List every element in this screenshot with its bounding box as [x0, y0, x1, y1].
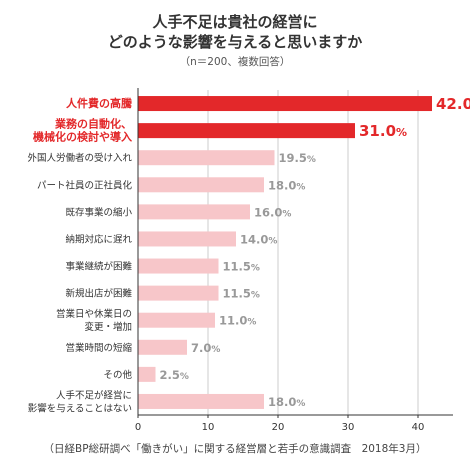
- data-label-value: 7.0: [191, 341, 211, 355]
- bar: [138, 96, 432, 112]
- chart-subtitle: （n＝200、複数回答）: [179, 56, 291, 68]
- source-note: （日経BP総研調べ「働きがい」に関する経営層と若手の意識調査 2018年3月）: [43, 443, 427, 455]
- data-label: 18.0%: [268, 395, 305, 409]
- x-tick-label: 0: [135, 422, 141, 433]
- data-label-unit: %: [268, 236, 277, 246]
- data-label-value: 31.0: [359, 122, 396, 140]
- chart-title: 人手不足は貴社の経営に どのような影響を与えると思いますか: [0, 12, 470, 52]
- category-label: 人手不足が経営に: [56, 389, 132, 401]
- data-label-value: 19.5: [279, 151, 307, 165]
- category-label: 既存事業の縮小: [65, 206, 132, 218]
- x-tick-label: 10: [202, 422, 215, 433]
- data-label: 19.5%: [279, 151, 316, 165]
- data-label: 31.0%: [359, 122, 407, 140]
- category-label: 営業時間の短縮: [65, 342, 132, 354]
- data-label: 2.5%: [160, 368, 189, 382]
- chart-title-line: 人手不足は貴社の経営に: [152, 13, 318, 31]
- category-label: 業務の自動化、: [54, 117, 132, 131]
- bar: [138, 150, 275, 166]
- data-label: 18.0%: [268, 178, 305, 192]
- data-label: 11.0%: [219, 314, 256, 328]
- category-label: その他: [103, 369, 132, 381]
- category-label: パート社員の正社員化: [37, 179, 133, 191]
- x-tick-label: 30: [342, 422, 355, 433]
- category-label: 外国人労働者の受け入れ: [27, 152, 132, 164]
- x-tick-label: 20: [272, 422, 285, 433]
- category-label: 営業日や休業日の: [56, 308, 132, 320]
- data-label-unit: %: [296, 182, 305, 192]
- bar: [138, 123, 355, 139]
- data-label-unit: %: [211, 345, 220, 355]
- data-label-value: 14.0: [240, 232, 268, 246]
- category-label: 納期対応に遅れ: [65, 233, 132, 245]
- bar: [138, 231, 236, 247]
- bar: [138, 339, 187, 355]
- category-label: 機械化の検討や導入: [33, 130, 132, 144]
- data-label-unit: %: [251, 264, 260, 274]
- bar: [138, 258, 219, 274]
- data-label-value: 18.0: [268, 178, 296, 192]
- x-tick-label: 40: [412, 422, 425, 433]
- data-label-value: 16.0: [254, 205, 282, 219]
- data-label-value: 11.0: [219, 314, 247, 328]
- data-label-value: 18.0: [268, 395, 296, 409]
- bar: [138, 366, 156, 382]
- data-label-unit: %: [251, 291, 260, 301]
- category-label: 新規出店が困難: [65, 288, 132, 300]
- bar: [138, 285, 219, 301]
- data-label: 11.5%: [223, 260, 260, 274]
- data-label: 7.0%: [191, 341, 220, 355]
- data-label-value: 11.5: [223, 287, 251, 301]
- data-label-unit: %: [247, 318, 256, 328]
- bar: [138, 177, 264, 193]
- data-label-value: 42.0: [436, 95, 470, 113]
- category-label: 人件費の高騰: [66, 96, 132, 110]
- category-label: 変更・増加: [84, 321, 132, 333]
- data-label-unit: %: [180, 372, 189, 382]
- data-label: 16.0%: [254, 205, 291, 219]
- category-label: 影響を与えることはない: [28, 402, 132, 414]
- data-label-unit: %: [296, 399, 305, 409]
- category-label: 事業継続が困難: [65, 261, 132, 273]
- chart-title-line: どのような影響を与えると思いますか: [107, 33, 363, 51]
- data-label: 11.5%: [223, 287, 260, 301]
- data-label-value: 11.5: [223, 260, 251, 274]
- data-label-unit: %: [396, 126, 407, 139]
- bar: [138, 204, 250, 220]
- data-label-value: 2.5: [160, 368, 180, 382]
- data-label-unit: %: [307, 155, 316, 165]
- bar: [138, 312, 215, 328]
- data-label: 14.0%: [240, 232, 277, 246]
- data-label: 42.0%: [436, 95, 470, 113]
- data-label-unit: %: [282, 209, 291, 219]
- bar: [138, 393, 264, 409]
